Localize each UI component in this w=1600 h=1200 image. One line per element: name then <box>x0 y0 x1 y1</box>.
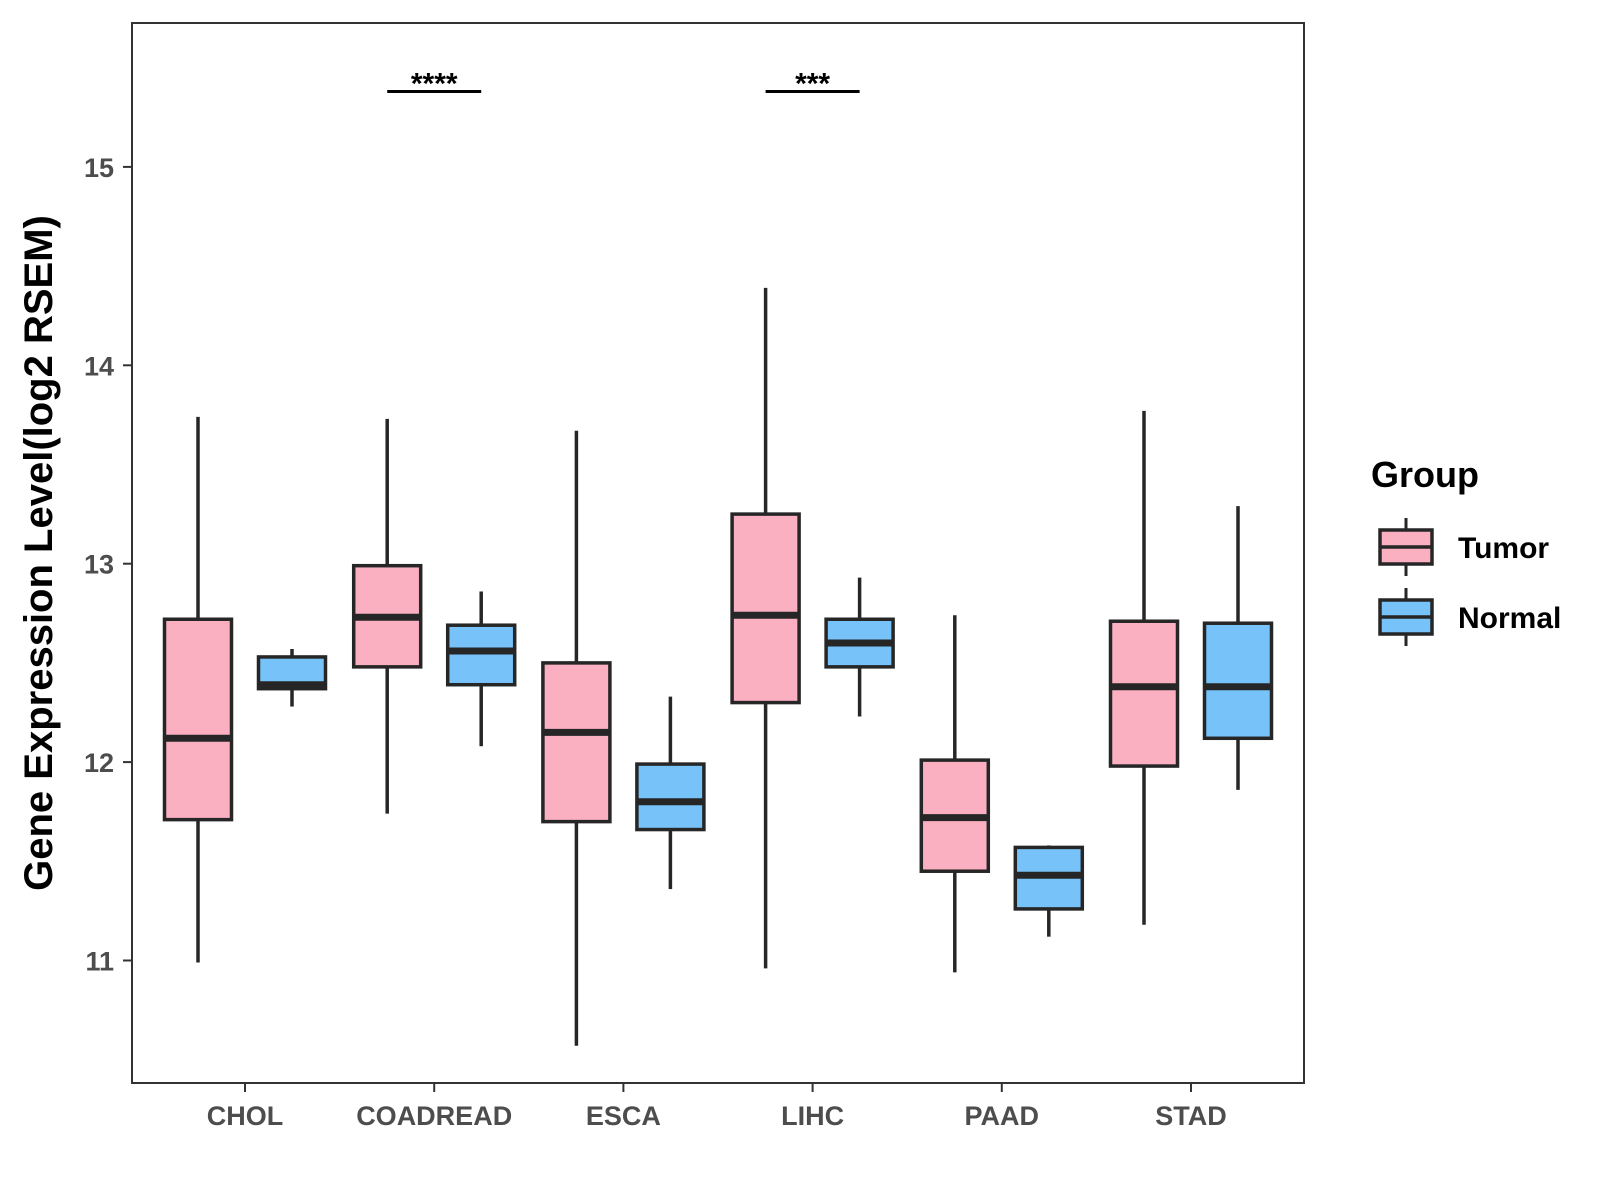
iqr-box <box>445 623 517 687</box>
significance-label: *** <box>795 68 830 101</box>
x-tick-label-lihc: LIHC <box>781 1101 844 1131</box>
legend-title: Group <box>1371 454 1479 495</box>
legend: Group Tumor Normal <box>1371 454 1561 646</box>
iqr-box <box>730 512 801 705</box>
significance-coadread: **** <box>387 68 482 101</box>
x-tick-label-paad: PAAD <box>965 1101 1040 1131</box>
x-tick-label-coadread: COADREAD <box>356 1101 512 1131</box>
legend-items: Tumor Normal <box>1378 518 1561 646</box>
box-tumor-coadread <box>351 418 423 814</box>
boxes-layer <box>162 287 1274 1046</box>
box-tumor-stad <box>1108 410 1180 925</box>
legend-item-tumor: Tumor <box>1378 518 1549 576</box>
legend-label-normal: Normal <box>1458 602 1561 635</box>
significance-annotations: **** *** <box>387 68 860 101</box>
iqr-box <box>1202 621 1274 741</box>
iqr-box <box>635 762 706 832</box>
box-tumor-paad <box>919 615 991 973</box>
plot-panel-border <box>131 22 1305 1084</box>
y-tick-label: 14 <box>84 351 114 381</box>
box-tumor-esca <box>541 430 612 1046</box>
box-normal-paad <box>1013 845 1085 937</box>
y-axis: 11 12 13 14 15 <box>84 153 132 977</box>
box-normal-esca <box>635 696 706 890</box>
box-normal-coadread <box>445 591 517 747</box>
significance-label: **** <box>411 68 458 101</box>
iqr-box <box>162 617 234 822</box>
significance-lihc: *** <box>765 68 860 101</box>
y-tick-label: 15 <box>84 153 114 183</box>
legend-item-normal: Normal <box>1378 588 1561 646</box>
y-tick-label: 11 <box>85 947 114 977</box>
iqr-box <box>1108 619 1180 768</box>
x-tick-label-esca: ESCA <box>586 1101 661 1131</box>
box-normal-stad <box>1202 506 1274 790</box>
box-tumor-lihc <box>730 287 801 969</box>
legend-label-tumor: Tumor <box>1458 532 1549 565</box>
x-tick-label-stad: STAD <box>1155 1101 1227 1131</box>
y-tick-label: 13 <box>84 550 114 580</box>
x-axis: CHOL COADREAD ESCA LIHC PAAD STAD <box>207 1083 1227 1131</box>
box-normal-chol <box>256 649 328 707</box>
y-axis-title: Gene Expression Level(log2 RSEM) <box>17 215 61 891</box>
x-tick-label-chol: CHOL <box>207 1101 284 1131</box>
box-tumor-chol <box>162 416 234 963</box>
box-normal-lihc <box>824 577 895 717</box>
y-tick-label: 12 <box>84 748 114 778</box>
iqr-box <box>541 661 612 824</box>
